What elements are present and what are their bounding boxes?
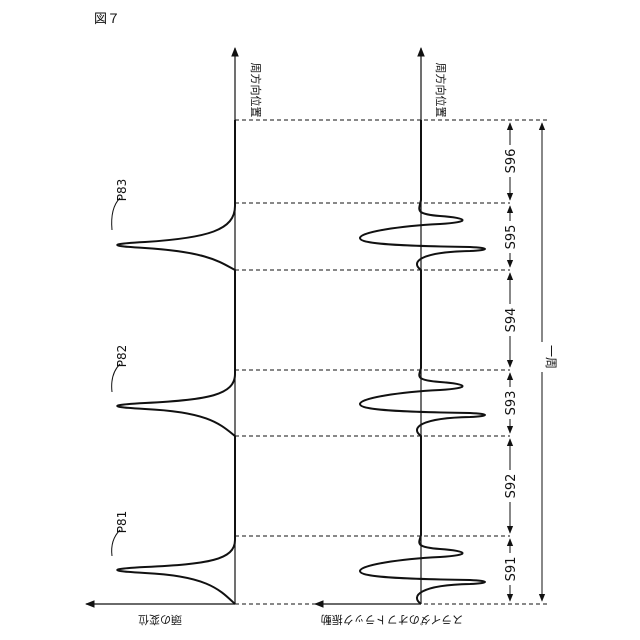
sector-label-s91: S91 [504, 557, 519, 582]
circumferential-position-label-left: 周方向位置 [249, 63, 263, 118]
head-displacement-waveform [117, 120, 235, 604]
sector-label-s96: S96 [504, 149, 519, 174]
slider-vibration-waveform [360, 120, 485, 604]
one-revolution-label: 一周 [544, 345, 558, 369]
sector-label-s92: S92 [504, 474, 519, 499]
sector-label-s95: S95 [504, 225, 519, 250]
circumferential-position-label-right: 周方向位置 [434, 63, 448, 118]
peak-leader-p83 [112, 198, 120, 230]
sector-label-s94: S94 [504, 308, 519, 333]
peak-label-p81: P81 [115, 511, 129, 534]
head-displacement-label: 頭の変位 [138, 613, 182, 627]
peak-label-p82: P82 [115, 345, 129, 368]
peak-label-p83: P83 [115, 179, 129, 202]
sector-label-s93: S93 [504, 391, 519, 416]
peak-leaders [112, 198, 120, 556]
slider-vibration-label: スライダのオフトラック振動 [321, 613, 464, 627]
boundary-lines [235, 120, 550, 604]
